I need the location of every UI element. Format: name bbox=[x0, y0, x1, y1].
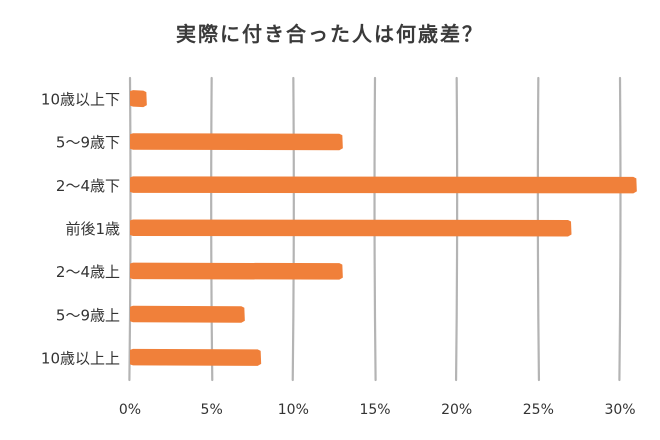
bar bbox=[130, 133, 343, 151]
category-label: 2〜4歳下 bbox=[56, 177, 120, 195]
bar bbox=[130, 219, 572, 237]
x-tick-label: 15% bbox=[359, 402, 390, 418]
category-label: 2〜4歳上 bbox=[56, 263, 120, 281]
category-label: 前後1歳 bbox=[65, 220, 120, 238]
category-label: 10歳以上上 bbox=[41, 349, 120, 367]
x-tick-label: 0% bbox=[119, 402, 141, 418]
x-tick-label: 10% bbox=[278, 402, 309, 418]
x-tick-label: 20% bbox=[441, 402, 472, 418]
x-tick-label: 30% bbox=[604, 402, 635, 418]
chart-title: 実際に付き合った人は何歳差？ bbox=[176, 22, 484, 46]
x-tick-label: 5% bbox=[201, 402, 223, 418]
category-label: 10歳以上下 bbox=[41, 91, 120, 109]
x-tick-labels: 0% 5% 10% 15% 20% 25% 30% bbox=[119, 402, 636, 418]
bar bbox=[130, 90, 147, 108]
category-label: 5〜9歳上 bbox=[56, 306, 120, 324]
bar bbox=[130, 262, 343, 280]
category-label: 5〜9歳下 bbox=[56, 134, 120, 152]
gridline bbox=[618, 76, 622, 382]
bar bbox=[130, 305, 245, 323]
bar bbox=[130, 348, 262, 366]
bars bbox=[130, 90, 637, 366]
x-tick-label: 25% bbox=[523, 402, 554, 418]
bar bbox=[130, 176, 637, 194]
